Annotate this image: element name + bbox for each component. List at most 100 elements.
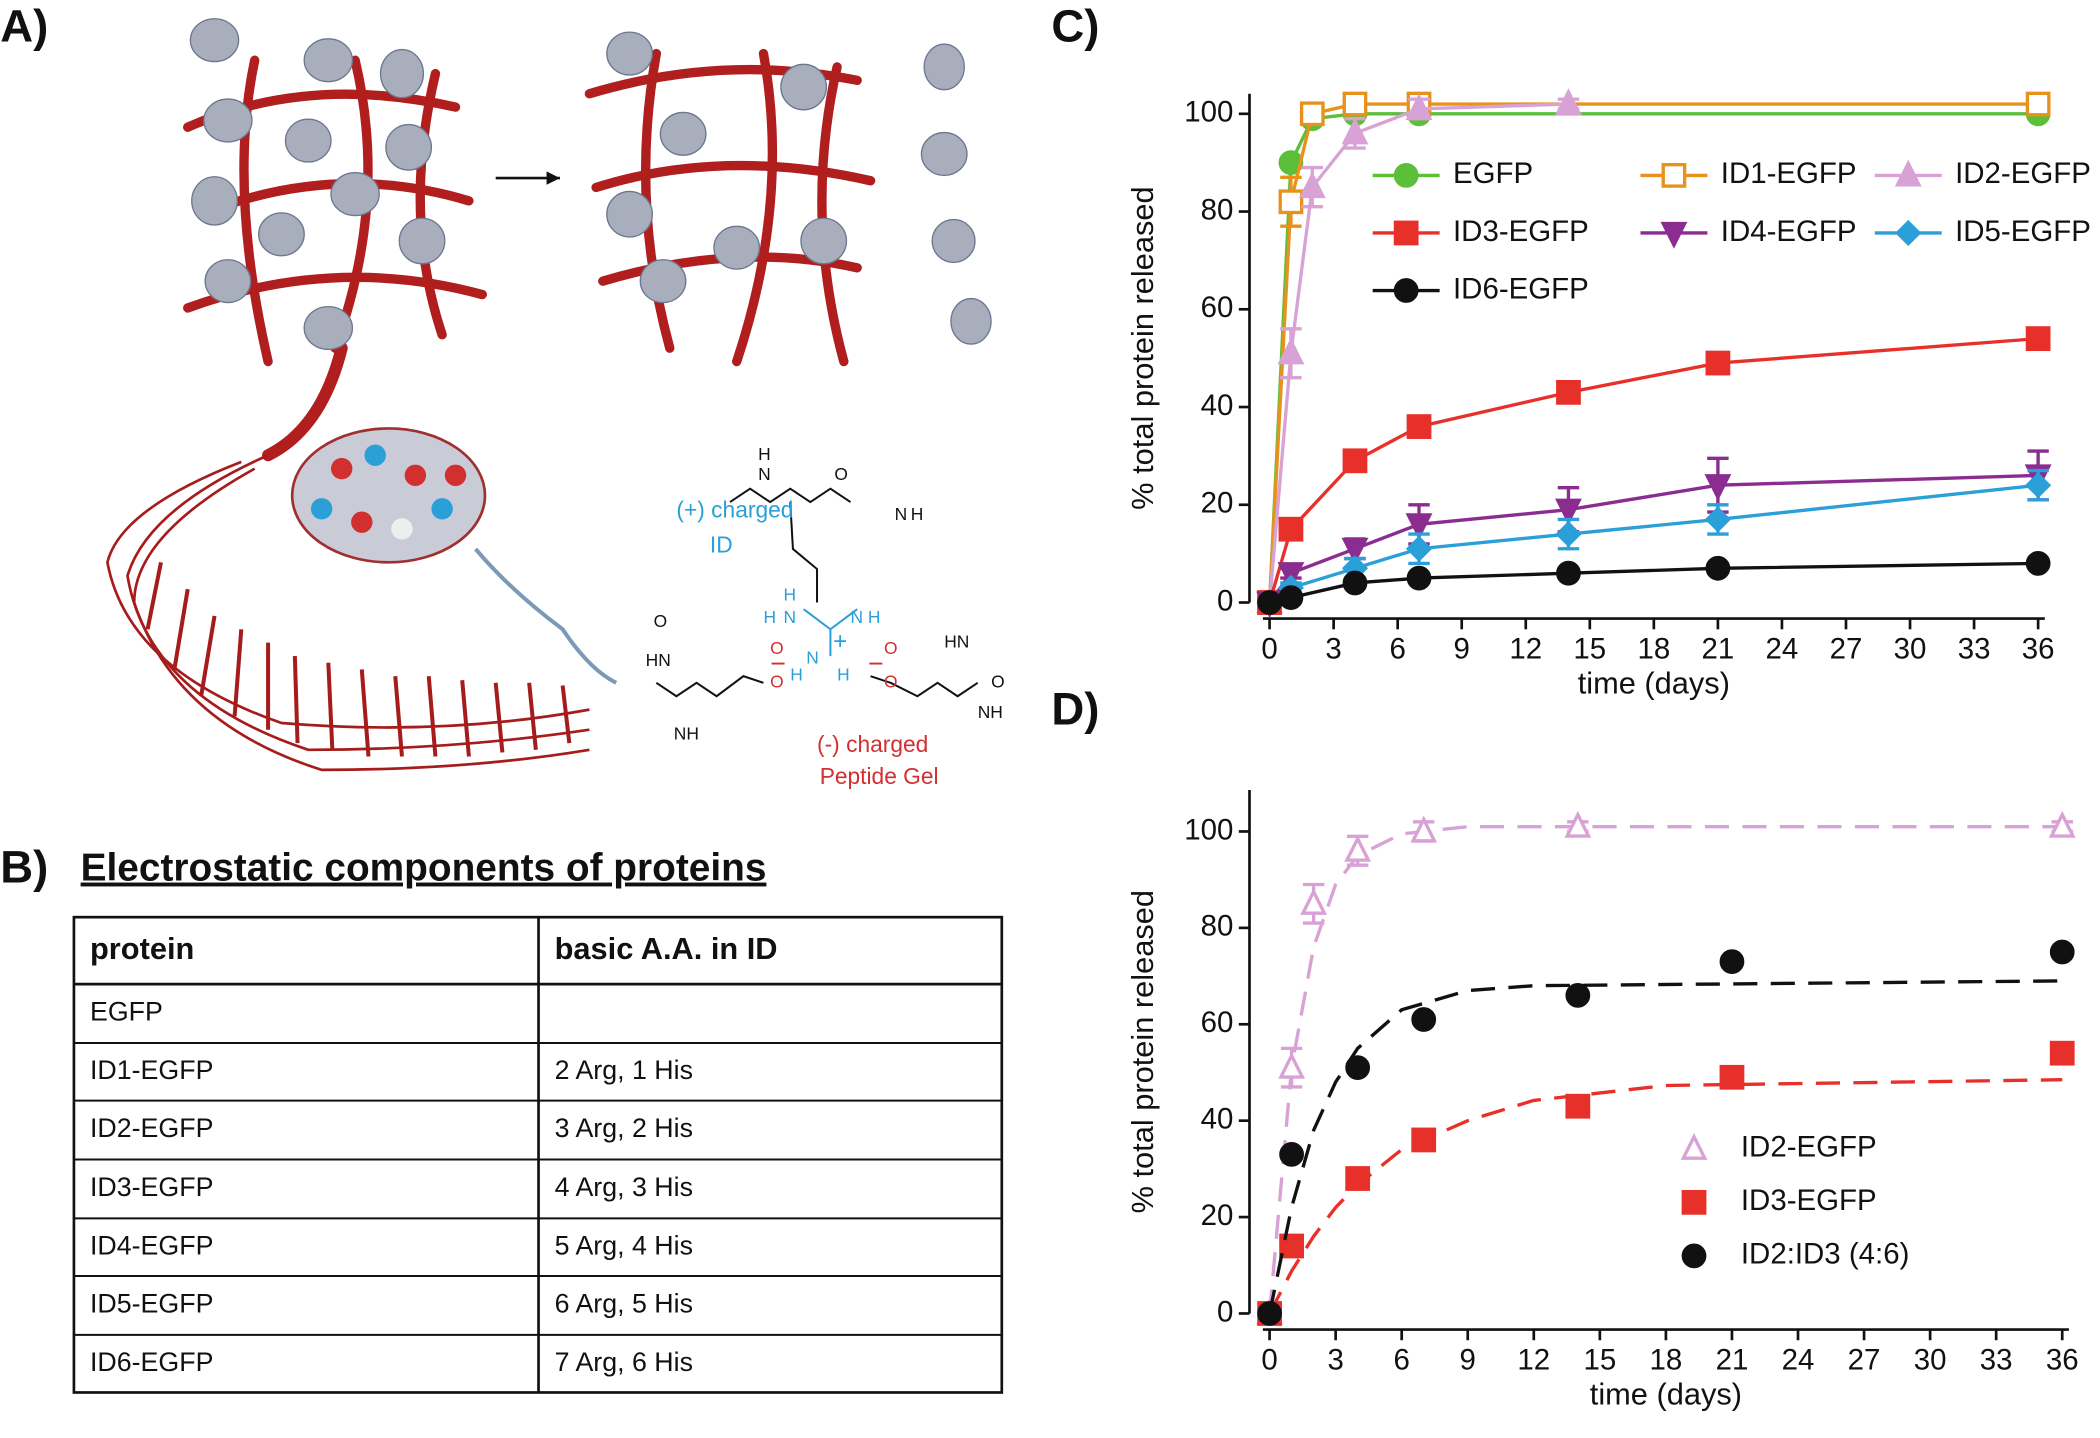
marker <box>2049 939 2075 965</box>
legend-marker <box>1895 219 1922 247</box>
guanidinium <box>803 608 858 657</box>
x-tick-label: 0 <box>1261 1343 1277 1376</box>
series-line <box>1267 336 2039 603</box>
legend-label: ID1-EGFP <box>1721 157 1857 190</box>
legend-marker <box>1393 220 1419 246</box>
x-tick-label: 21 <box>1716 1343 1749 1376</box>
protein-sphere <box>290 427 487 564</box>
legend-label: ID6-EGFP <box>1453 272 1589 305</box>
x-tick-label: 12 <box>1509 632 1542 665</box>
arrow-head <box>546 171 560 185</box>
legend-label: ID2-EGFP <box>1955 157 2091 190</box>
marker <box>1719 1064 1745 1090</box>
table-header: basic A.A. in ID <box>555 931 778 966</box>
atom: N <box>895 504 908 524</box>
marker <box>2048 810 2076 838</box>
marker <box>1405 513 1433 541</box>
legend-marker <box>1660 221 1688 249</box>
x-tick-label: 18 <box>1650 1343 1683 1376</box>
marker <box>2025 551 2051 576</box>
marker <box>1344 834 1372 862</box>
annotation: ID <box>710 531 733 557</box>
atom: N <box>758 464 771 484</box>
atom: H <box>868 607 881 627</box>
marker <box>1705 350 1731 376</box>
atom: O <box>834 464 848 484</box>
x-tick-label: 0 <box>1261 632 1277 665</box>
table-cell: ID3-EGFP <box>90 1172 213 1202</box>
y-tick-label: 80 <box>1201 910 1234 943</box>
x-tick-label: 21 <box>1702 632 1735 665</box>
table-header: protein <box>90 931 194 966</box>
legend-label: ID2:ID3 (4:6) <box>1741 1238 1910 1271</box>
marker <box>1565 982 1591 1008</box>
legend-label: ID2-EGFP <box>1741 1131 1877 1164</box>
marker <box>2025 472 2052 499</box>
marker <box>1555 498 1582 526</box>
x-tick-label: 15 <box>1573 632 1606 665</box>
y-tick-label: 100 <box>1184 96 1233 129</box>
marker <box>2025 91 2051 117</box>
atom: O <box>884 638 898 658</box>
marker <box>1705 555 1731 581</box>
marker <box>1278 585 1304 611</box>
marker <box>1345 1166 1371 1191</box>
marker <box>1277 562 1305 589</box>
x-tick-label: 15 <box>1583 1343 1616 1376</box>
atom: H <box>837 665 850 685</box>
x-tick-label: 36 <box>2046 1343 2079 1376</box>
series-line <box>1269 561 2039 605</box>
marker <box>1405 535 1433 562</box>
x-tick-label: 24 <box>1782 1343 1815 1376</box>
atom: NH <box>978 702 1003 722</box>
legend-marker <box>1393 278 1419 303</box>
atom: − <box>770 649 786 679</box>
marker <box>1405 93 1433 120</box>
marker <box>1410 815 1438 843</box>
marker <box>1342 91 1368 117</box>
x-tick-label: 33 <box>1980 1343 2013 1376</box>
marker <box>1341 117 1369 145</box>
marker <box>1564 810 1592 838</box>
marker <box>1278 189 1304 215</box>
atom: H <box>790 665 803 685</box>
annotation: (-) charged <box>817 731 928 757</box>
series-line <box>1267 102 1569 603</box>
marker <box>2025 326 2051 351</box>
marker <box>1555 521 1582 548</box>
x-tick-label: 3 <box>1325 632 1341 665</box>
x-tick-label: 30 <box>1914 1343 1947 1376</box>
y-tick-label: 60 <box>1201 1006 1234 1039</box>
atom: O <box>654 611 668 631</box>
marker <box>1257 590 1282 615</box>
marker <box>1298 171 1326 199</box>
legend-label: ID5-EGFP <box>1955 215 2091 248</box>
x-tick-label: 6 <box>1394 1343 1410 1376</box>
series-line <box>1268 473 2039 604</box>
y-tick-label: 80 <box>1201 193 1234 226</box>
series-line <box>1268 483 2039 604</box>
marker <box>1704 506 1731 533</box>
marker <box>1299 101 1325 127</box>
y-axis-title: % total protein released <box>1125 186 1160 509</box>
y-tick-label: 0 <box>1217 1295 1233 1328</box>
series-line <box>1267 102 2039 603</box>
fibril-strands <box>145 561 572 757</box>
atom: HN <box>944 631 969 651</box>
marker <box>1565 1093 1591 1119</box>
legend-marker <box>1680 1133 1708 1160</box>
y-tick-label: 20 <box>1201 487 1234 520</box>
x-axis-title: time (days) <box>1578 666 1730 701</box>
marker <box>1704 474 1732 502</box>
y-axis-title: % total protein released <box>1125 890 1160 1213</box>
table-cell: 3 Arg, 2 His <box>555 1113 693 1143</box>
y-tick-label: 20 <box>1201 1199 1234 1232</box>
atom: N <box>784 607 797 627</box>
x-tick-label: 6 <box>1389 632 1405 665</box>
marker <box>1257 1301 1282 1326</box>
atom: H <box>784 584 797 604</box>
marker <box>1406 414 1432 439</box>
atom: O <box>770 671 784 691</box>
atom: NH <box>674 724 699 744</box>
atom: O <box>884 671 898 691</box>
